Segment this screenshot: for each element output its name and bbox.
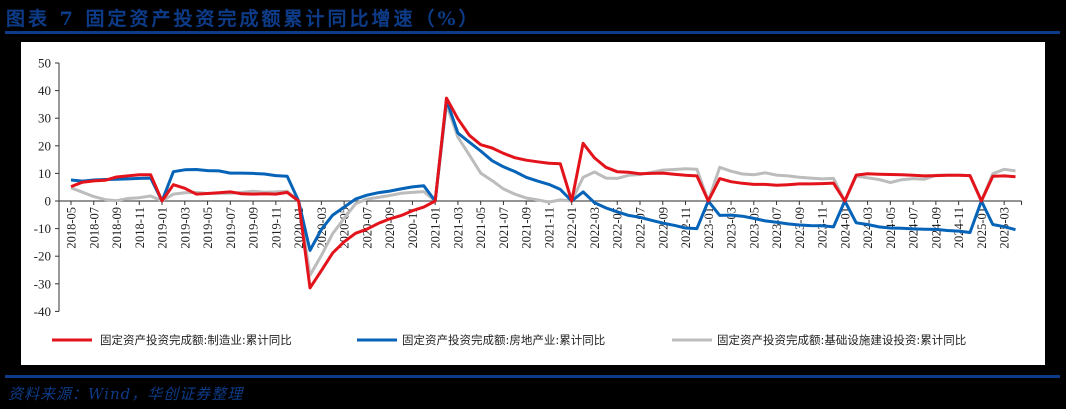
legend-label: 固定资产投资完成额:房地产业:累计同比 [402, 333, 605, 347]
legend-item: 固定资产投资完成额:房地产业:累计同比 [357, 333, 605, 347]
y-tick-label: 20 [38, 138, 51, 153]
x-tick-label: 2023-09 [793, 207, 807, 249]
x-tick-label: 2023-01 [702, 207, 716, 249]
y-tick-label: 0 [45, 194, 52, 209]
x-tick-label: 2021-11 [542, 207, 556, 248]
x-tick-label: 2022-07 [634, 207, 648, 249]
legend-item: 固定资产投资完成额:制造业:累计同比 [52, 333, 292, 347]
x-tick-label: 2024-01 [838, 207, 852, 249]
x-tick-label: 2019-05 [201, 207, 215, 249]
x-tick-label: 2023-11 [816, 207, 830, 248]
y-tick-label: -30 [34, 276, 51, 291]
x-tick-label: 2019-07 [224, 207, 238, 249]
x-tick-label: 2021-01 [429, 207, 443, 249]
y-tick-label: 50 [38, 56, 51, 71]
x-tick-label: 2023-05 [747, 207, 761, 249]
y-tick-label: -20 [34, 249, 51, 264]
x-tick-label: 2023-07 [770, 207, 784, 249]
y-tick-label: 30 [38, 111, 51, 126]
source-note: 资料来源：Wind，华创证券整理 [8, 385, 244, 403]
footer-divider [5, 375, 1060, 378]
x-tick-label: 2018-05 [65, 207, 79, 249]
x-tick-label: 2018-07 [87, 207, 101, 249]
x-tick-label: 2019-03 [178, 207, 192, 249]
x-tick-label: 2025-01 [975, 207, 989, 249]
x-tick-label: 2022-09 [656, 207, 670, 249]
x-tick-label: 2020-09 [383, 207, 397, 249]
x-tick-label: 2022-05 [611, 207, 625, 249]
x-tick-label: 2024-11 [952, 207, 966, 248]
x-tick-label: 2023-03 [725, 207, 739, 249]
title-bar [0, 0, 1066, 32]
y-tick-label: 40 [38, 83, 51, 98]
x-tick-label: 2024-09 [929, 207, 943, 249]
legend-label: 固定资产投资完成额:基础设施建设投资:累计同比 [717, 333, 966, 347]
x-tick-label: 2024-03 [861, 207, 875, 249]
legend: 固定资产投资完成额:制造业:累计同比 固定资产投资完成额:房地产业:累计同比 固定资… [52, 333, 966, 347]
x-tick-label: 2022-01 [565, 207, 579, 249]
legend-label: 固定资产投资完成额:制造业:累计同比 [100, 333, 292, 347]
x-tick-label: 2019-11 [269, 207, 283, 248]
x-tick-label: 2021-05 [474, 207, 488, 249]
x-tick-label: 2018-09 [110, 207, 124, 249]
chart-panel: 50 40 30 20 10 0 -10 -20 -30 -40 2018-05 2018-07 201… [21, 42, 1045, 365]
x-tick-label: 2021-09 [520, 207, 534, 249]
y-tick-label: -40 [34, 304, 51, 319]
x-tick-label: 2019-09 [247, 207, 261, 249]
x-tick-label: 2020-11 [406, 207, 420, 248]
x-tick-label: 2021-07 [497, 207, 511, 249]
y-tick-label: -10 [34, 221, 51, 236]
x-tick-label: 2021-03 [451, 207, 465, 249]
series-line-0 [70, 96, 1016, 290]
series-line-1 [70, 98, 1016, 252]
x-tick-label: 2018-11 [133, 207, 147, 248]
chart-title: 图表 7 固定资产投资完成额累计同比增速（%） [6, 8, 481, 30]
title-divider [5, 31, 1060, 34]
legend-item: 固定资产投资完成额:基础设施建设投资:累计同比 [672, 333, 966, 347]
x-tick-label: 2019-01 [156, 207, 170, 249]
x-tick-label: 2022-03 [588, 207, 602, 249]
y-tick-label: 10 [38, 166, 51, 181]
line-chart: 50 40 30 20 10 0 -10 -20 -30 -40 2018-05 2018-07 201… [34, 56, 1023, 347]
